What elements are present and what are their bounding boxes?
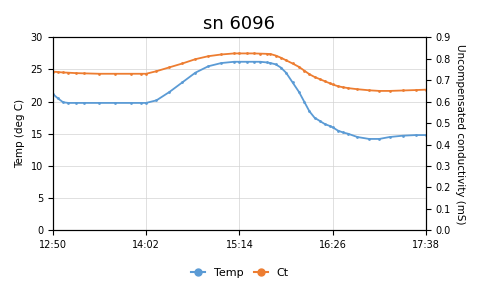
Legend: Temp, Ct: Temp, Ct — [187, 264, 293, 283]
Y-axis label: Uncompensated conductivity (mS): Uncompensated conductivity (mS) — [455, 43, 465, 224]
Title: sn 6096: sn 6096 — [204, 15, 276, 33]
Y-axis label: Temp (deg C): Temp (deg C) — [15, 99, 25, 168]
